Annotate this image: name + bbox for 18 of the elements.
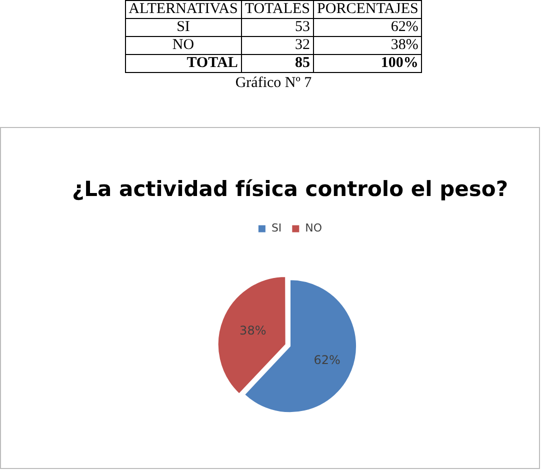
legend-label: NO: [305, 222, 322, 235]
data-label: 32: [241, 36, 314, 54]
legend-label: PORCENTAJES: [314, 0, 422, 18]
legend-label: SI: [271, 222, 282, 235]
data-label: 38%: [314, 36, 422, 54]
text: TOTALES: [241, 0, 314, 18]
text: Gráfico Nº 7: [234, 75, 313, 93]
text: ALTERNATIVAS: [125, 0, 242, 18]
data-label: 85: [241, 54, 314, 72]
data-label: 62%: [314, 352, 340, 367]
data-label: 53: [241, 18, 314, 36]
data-label: 38%: [240, 324, 266, 338]
category-label: SI: [125, 18, 242, 36]
category-label: TOTAL: [125, 54, 242, 72]
category-label: NO: [125, 36, 242, 54]
chart-title: ¿La actividad física controlo el peso?: [72, 177, 508, 202]
data-label: 100%: [314, 54, 422, 72]
data-label: 62%: [314, 18, 422, 36]
